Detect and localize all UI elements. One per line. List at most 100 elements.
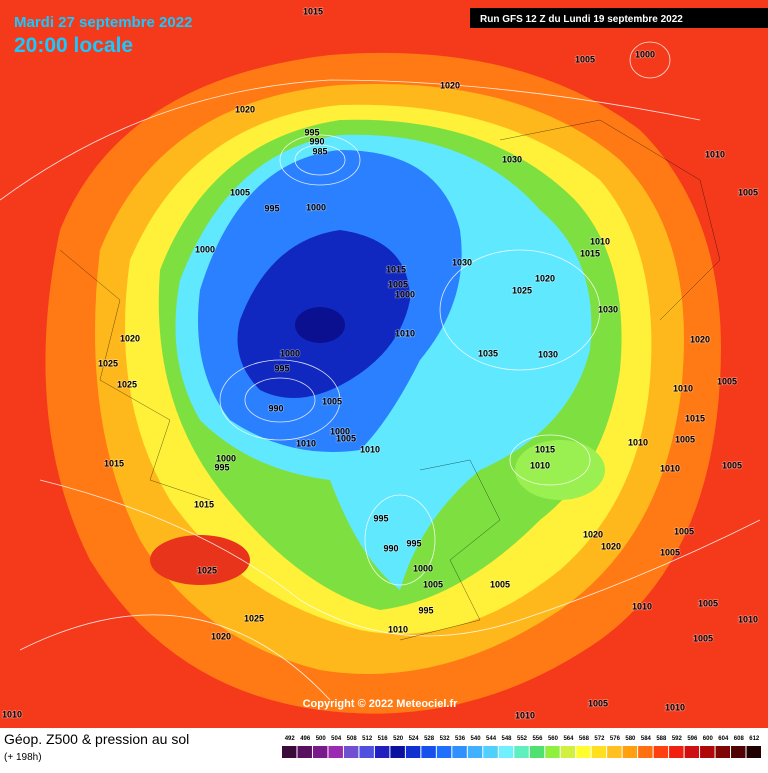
isobar-label: 1005	[336, 433, 356, 443]
legend-swatch	[638, 746, 653, 758]
isobar-label: 1005	[675, 434, 695, 444]
isobar-label: 1010	[515, 710, 535, 720]
legend-label: 512	[362, 736, 373, 742]
legend-swatch	[452, 746, 467, 758]
legend-swatch	[529, 746, 545, 758]
isobar-label: 1005	[423, 579, 443, 589]
isobar-label: 1020	[440, 80, 460, 90]
isobar-label: 990	[268, 403, 283, 413]
legend-label: 492	[285, 736, 296, 742]
legend-label: 548	[502, 736, 513, 742]
isobar-label: 1010	[628, 437, 648, 447]
legend-swatch	[359, 746, 374, 758]
isobar-label: 1020	[211, 631, 231, 641]
isobar-label: 995	[264, 203, 279, 213]
legend-swatch	[467, 746, 483, 758]
copyright: Copyright © 2022 Meteociel.fr	[303, 698, 459, 710]
date-title: Mardi 27 septembre 2022	[14, 14, 192, 31]
isobar-label: 1015	[104, 458, 124, 468]
isobar-label: 1020	[690, 334, 710, 344]
isobar-label: 1010	[296, 438, 316, 448]
legend-label: 540	[471, 736, 482, 742]
legend-swatch	[731, 746, 746, 758]
isobar-label: 1005	[588, 698, 608, 708]
legend-swatch	[343, 746, 359, 758]
isobar-label: 1005	[490, 579, 510, 589]
legend-swatch	[405, 746, 421, 758]
legend-swatch	[669, 746, 684, 758]
isobar-label: 1010	[632, 601, 652, 611]
legend-label: 552	[517, 736, 528, 742]
isobar-label: 995	[274, 363, 289, 373]
isobar-label: 995	[304, 127, 319, 137]
isobar-label: 985	[312, 146, 327, 156]
legend-label: 568	[579, 736, 590, 742]
isobar-label: 1000	[635, 49, 655, 59]
legend-swatch	[328, 746, 343, 758]
legend-swatch	[374, 746, 390, 758]
legend-swatch	[653, 746, 669, 758]
isobar-label: 995	[418, 605, 433, 615]
legend-label: 604	[718, 736, 729, 742]
legend-label: 532	[440, 736, 451, 742]
isobar-label: 1000	[195, 244, 215, 254]
legend-label: 556	[532, 736, 543, 742]
legend-swatch	[715, 746, 731, 758]
legend-label: 500	[316, 736, 327, 742]
legend-label: 592	[672, 736, 683, 742]
isobar-label: 1005	[322, 396, 342, 406]
isobar-label: 1025	[244, 613, 264, 623]
legend-swatch	[607, 746, 622, 758]
isobar-label: 1010	[660, 463, 680, 473]
isobar-label: 995	[373, 513, 388, 523]
legend-swatch	[421, 746, 436, 758]
isobar-label: 1020	[601, 541, 621, 551]
isobar-label: 995	[406, 538, 421, 548]
legend-swatch	[514, 746, 529, 758]
isobar-label: 1000	[413, 563, 433, 573]
legend-swatch	[297, 746, 312, 758]
isobar-label: 1005	[698, 598, 718, 608]
legend-label: 536	[455, 736, 466, 742]
isobar-label: 1005	[230, 187, 250, 197]
isobar-label: 1005	[722, 460, 742, 470]
legend-swatch	[700, 746, 715, 758]
isobar-label: 1020	[583, 529, 603, 539]
isobar-label: 1010	[395, 328, 415, 338]
isobar-label: 1010	[738, 614, 758, 624]
legend-label: 612	[749, 736, 760, 742]
green-patch	[515, 440, 605, 500]
legend-label: 528	[424, 736, 435, 742]
footer-lead: (+ 198h)	[4, 752, 42, 763]
isobar-label: 1015	[386, 264, 406, 274]
isobar-label: 1005	[674, 526, 694, 536]
isobar-label: 1015	[194, 499, 214, 509]
isobar-label: 1005	[660, 547, 680, 557]
isobar-label: 1020	[120, 333, 140, 343]
isobar-label: 1005	[717, 376, 737, 386]
legend-swatch	[560, 746, 576, 758]
isobar-label: 1010	[705, 149, 725, 159]
isobar-label: 1010	[2, 709, 22, 719]
isobar-label: 1000	[395, 289, 415, 299]
legend-label: 504	[331, 736, 342, 742]
isobar-label: 1030	[502, 154, 522, 164]
legend-swatch	[591, 746, 607, 758]
isobar-label: 1005	[575, 54, 595, 64]
footer-title: Géop. Z500 & pression au sol	[4, 731, 189, 747]
legend-label: 508	[347, 736, 358, 742]
isobar-label: 1025	[512, 285, 532, 295]
isobar-label: 990	[309, 136, 324, 146]
isobar-label: 1015	[535, 444, 555, 454]
legend: 492 496 500 504 508 512 516 520 524 528 532 536 540 5…	[282, 736, 761, 758]
red-patch	[150, 535, 250, 585]
isobar-label: 1025	[117, 379, 137, 389]
isobar-label: 1030	[538, 349, 558, 359]
legend-label: 572	[594, 736, 605, 742]
legend-label: 544	[486, 736, 497, 742]
isobar-label: 1015	[580, 248, 600, 258]
isobar-label: 1010	[665, 702, 685, 712]
legend-swatch	[436, 746, 452, 758]
isobar-label: 990	[383, 543, 398, 553]
